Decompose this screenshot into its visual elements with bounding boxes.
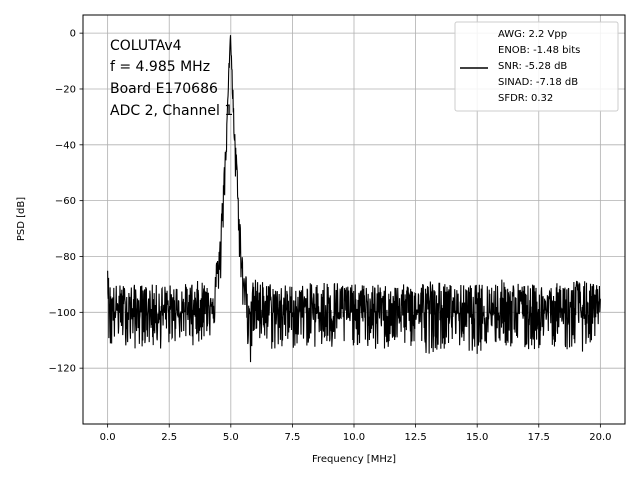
- grid-lines: [83, 15, 625, 424]
- psd-series-line: [107, 35, 601, 363]
- y-tick-label: −60: [55, 196, 76, 207]
- x-tick-label: 20.0: [589, 432, 611, 443]
- legend-sinad: SINAD: -7.18 dB: [498, 77, 578, 88]
- annotation-block: COLUTAv4 f = 4.985 MHz Board E170686 ADC…: [110, 38, 233, 119]
- annotation-channel: ADC 2, Channel 1: [110, 103, 233, 119]
- x-tick-label: 2.5: [161, 432, 177, 443]
- y-tick-label: −40: [55, 140, 76, 151]
- annotation-device: COLUTAv4: [110, 38, 182, 54]
- annotation-frequency: f = 4.985 MHz: [110, 59, 210, 75]
- x-tick-label: 17.5: [528, 432, 550, 443]
- x-tick-label: 12.5: [404, 432, 426, 443]
- x-axis-ticks: 0.0 2.5 5.0 7.5 10.0 12.5 15.0 17.5 20.0: [100, 424, 611, 443]
- y-tick-label: −100: [49, 308, 76, 319]
- legend-enob: ENOB: -1.48 bits: [498, 45, 580, 56]
- y-axis-label: PSD [dB]: [16, 197, 27, 241]
- y-tick-label: 0: [70, 29, 76, 40]
- psd-trace: [107, 35, 601, 363]
- x-tick-label: 10.0: [343, 432, 365, 443]
- annotation-board: Board E170686: [110, 81, 218, 97]
- x-tick-label: 5.0: [223, 432, 239, 443]
- y-tick-label: −20: [55, 84, 76, 95]
- legend-box: [454, 21, 619, 112]
- y-tick-label: −80: [55, 252, 76, 263]
- legend-awg: AWG: 2.2 Vpp: [498, 29, 567, 40]
- x-tick-label: 0.0: [100, 432, 116, 443]
- y-tick-label: −120: [49, 364, 76, 375]
- x-tick-label: 7.5: [284, 432, 300, 443]
- y-axis-ticks: 0 −20 −40 −60 −80 −100 −120: [49, 29, 83, 375]
- legend-snr: SNR: -5.28 dB: [498, 61, 567, 72]
- x-axis-label: Frequency [MHz]: [312, 454, 396, 465]
- x-tick-label: 15.0: [466, 432, 488, 443]
- legend: AWG: 2.2 Vpp ENOB: -1.48 bits SNR: -5.28…: [454, 21, 619, 112]
- legend-sfdr: SFDR: 0.32: [498, 93, 553, 104]
